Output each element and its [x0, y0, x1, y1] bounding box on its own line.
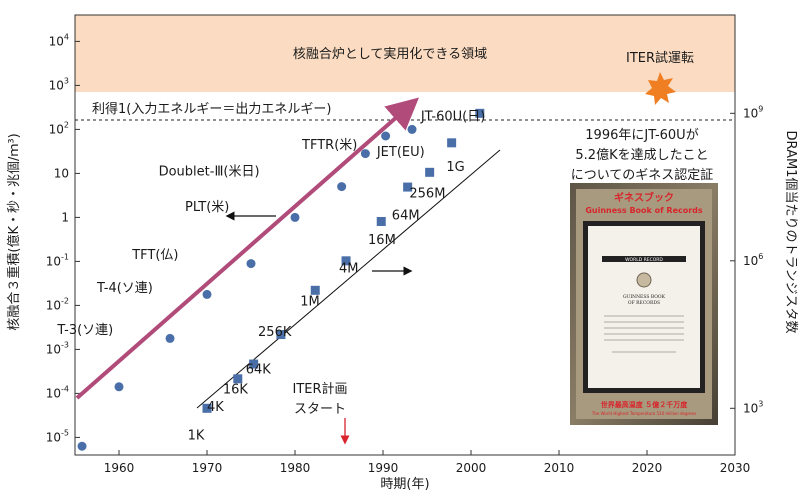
- breakeven-label: 利得1(入力エネルギー＝出力エネルギー): [92, 101, 331, 117]
- dram-point: [376, 216, 386, 226]
- iter-start-label-1: ITER計画: [292, 381, 347, 397]
- y-tick-label: 10-4: [46, 384, 69, 400]
- y-tick-label: 10-3: [46, 340, 69, 356]
- certificate-badge: WORLD RECORD: [625, 257, 663, 263]
- guinness-caption-3: についてのギネス認定証: [571, 167, 714, 183]
- guinness-caption-1: 1996年にJT-60Uが: [585, 128, 698, 143]
- fusion-point: [114, 382, 124, 392]
- fusion-point: [290, 212, 300, 222]
- point-label: 64M: [392, 209, 420, 224]
- point-label: 4M: [339, 261, 359, 276]
- y-tick-label: 10-1: [46, 252, 69, 268]
- dram-point: [341, 256, 351, 266]
- y-axis-left-label: 核融合３重積(億K・秒・兆個/ｍ³): [6, 133, 22, 330]
- certificate-medal: [636, 272, 652, 288]
- dram-point: [447, 138, 457, 148]
- x-tick-label: 1970: [192, 461, 223, 475]
- certificate-title-2: OF RECORDS: [628, 300, 660, 306]
- point-label: 1K: [188, 429, 205, 444]
- fusion-point: [165, 333, 175, 343]
- point-label: 1G: [446, 160, 464, 175]
- certificate-header-en: Guinness Book of Records: [585, 206, 703, 215]
- point-label: 16K: [223, 382, 249, 397]
- dram-point: [276, 330, 286, 340]
- point-label: 256K: [258, 325, 292, 340]
- y-axis-right-label: DRAM1個当たりのトランジスタ数: [783, 131, 798, 334]
- x-tick-label: 1990: [368, 461, 399, 475]
- iter-operation-label: ITER試運転: [626, 50, 694, 66]
- dram-point: [202, 403, 212, 413]
- fusion-point: [337, 182, 347, 192]
- point-label: 16M: [368, 233, 396, 248]
- y-tick-label: 1: [61, 210, 69, 224]
- x-tick-label: 1960: [104, 461, 135, 475]
- point-labels: T-3(ソ連) T-4(ソ連) TFT(仏) PLT(米) Doublet-Ⅲ(米日) T…: [56, 110, 485, 444]
- dram-point: [310, 285, 320, 295]
- y-tick-label: 10-5: [46, 428, 69, 444]
- point-label: 4K: [207, 400, 224, 415]
- fusion-point: [77, 441, 87, 451]
- certificate-title-1: GUINNESS BOOK: [623, 294, 666, 300]
- iter-star: [645, 72, 676, 105]
- dram-point: [425, 167, 435, 177]
- point-label: PLT(米): [185, 200, 229, 215]
- fusion-point: [202, 289, 212, 299]
- dram-point: [475, 108, 485, 118]
- y-axis-right-ticks: 103 106 109: [730, 104, 763, 415]
- guinness-certificate: ギネスブック Guinness Book of Records WORLD RE…: [570, 183, 718, 425]
- point-label: 256M: [409, 187, 445, 202]
- dram-point: [403, 182, 413, 192]
- y-tick-label: 10: [54, 166, 69, 180]
- point-label: T-4(ソ連): [96, 281, 153, 296]
- y2-tick-label: 109: [743, 104, 763, 120]
- dram-point: [233, 374, 243, 384]
- certificate-footer-en: The World Highest Temperature 520 millio…: [591, 411, 696, 416]
- y-tick-label: 104: [49, 32, 69, 48]
- x-axis-ticks: 1960 1970 1980 1990 2000 2010 2020 2030: [104, 450, 751, 475]
- point-label: JT-60U(日): [420, 110, 485, 125]
- fusion-point: [381, 131, 391, 141]
- dram-trend-line: [196, 149, 501, 409]
- certificate-header-jp: ギネスブック: [614, 191, 674, 204]
- x-tick-label: 2000: [456, 461, 487, 475]
- point-label: TFTR(米): [301, 138, 357, 153]
- iter-start-label-2: スタート: [294, 402, 346, 417]
- fusion-trend-arrow: [75, 97, 420, 400]
- x-axis-label: 時期(年): [380, 477, 429, 492]
- y-tick-label: 10-2: [46, 296, 69, 312]
- y-tick-label: 103: [49, 76, 69, 92]
- fusion-point: [360, 149, 370, 159]
- x-tick-label: 2030: [720, 461, 751, 475]
- practical-region: [75, 15, 735, 92]
- point-label: 1M: [300, 294, 320, 309]
- point-label: Doublet-Ⅲ(米日): [159, 165, 260, 180]
- x-tick-label: 1980: [280, 461, 311, 475]
- guinness-caption-2: 5.2億Kを達成したこと: [575, 147, 708, 163]
- point-label: TFT(仏): [131, 248, 178, 263]
- certificate-footer-jp: 世界最高温度 ５億２千万度: [601, 400, 688, 409]
- y-axis-left-ticks: 10-5 10-4 10-3 10-2 10-1 1 10 102 103 104: [46, 32, 80, 444]
- y2-tick-label: 106: [743, 252, 763, 268]
- x-tick-label: 2020: [632, 461, 663, 475]
- y2-tick-label: 103: [743, 399, 763, 415]
- data-markers: [77, 108, 485, 451]
- fusion-point: [246, 259, 256, 269]
- point-label: T-3(ソ連): [56, 323, 113, 338]
- point-label: 64K: [246, 363, 272, 378]
- practical-region-label: 核融合炉として実用化できる領域: [293, 46, 487, 62]
- fusion-point: [407, 124, 417, 134]
- x-tick-label: 2010: [544, 461, 575, 475]
- y-tick-label: 102: [49, 120, 69, 136]
- point-label: JET(EU): [376, 145, 425, 160]
- plot-frame: [74, 14, 736, 456]
- dram-point: [249, 359, 259, 369]
